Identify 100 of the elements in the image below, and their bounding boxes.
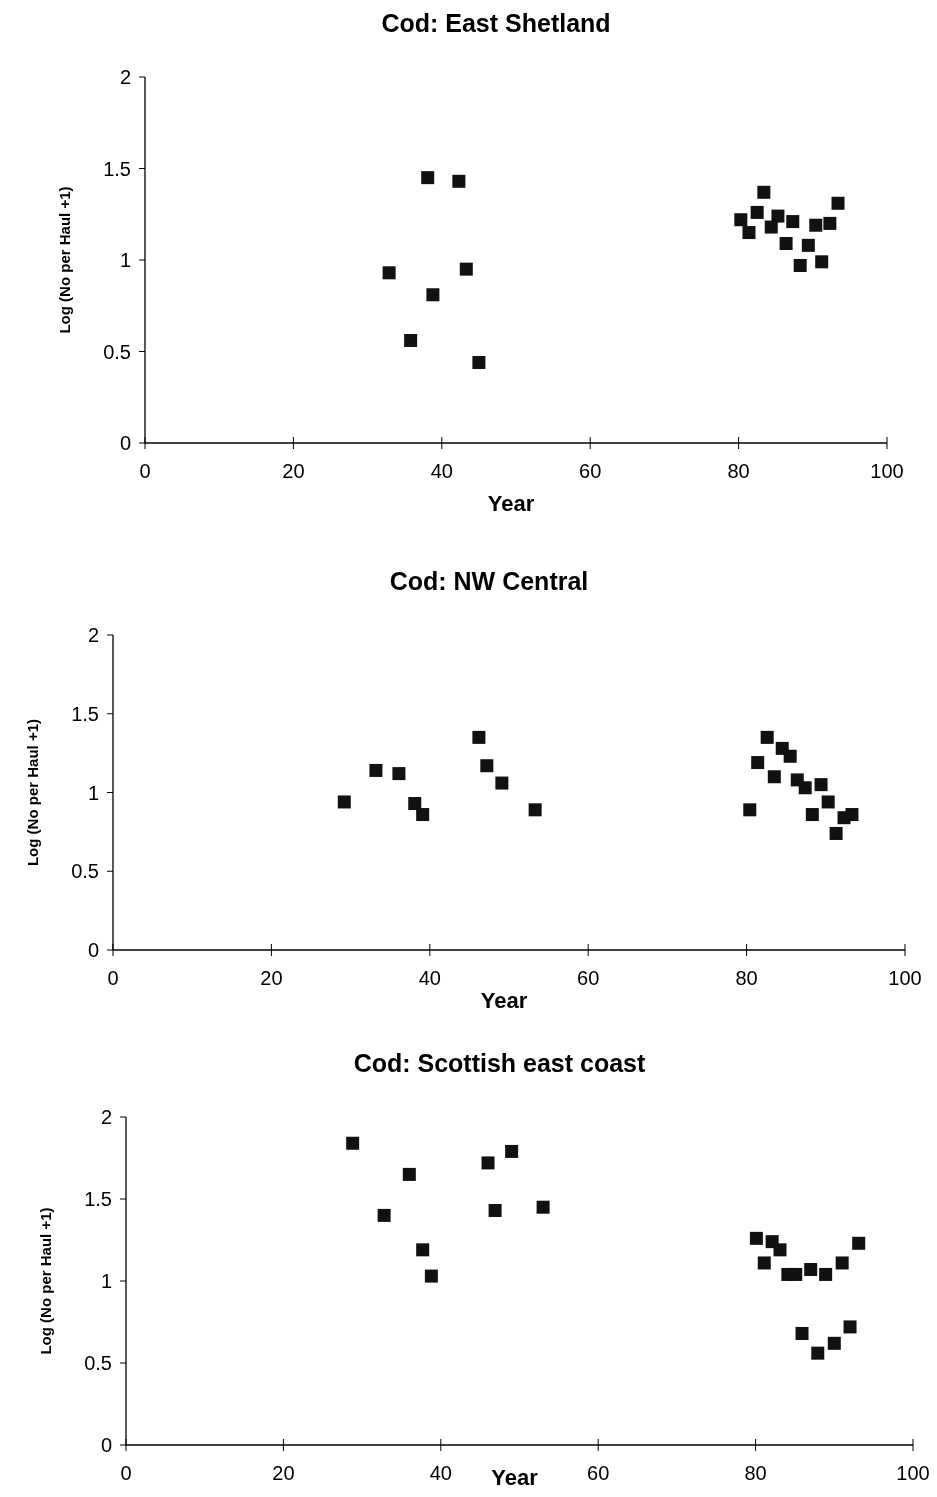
point bbox=[402, 1167, 416, 1181]
y-tick-label: 1.5 bbox=[103, 157, 131, 180]
point bbox=[459, 262, 473, 276]
x-tick-label: 20 bbox=[260, 967, 283, 989]
y-axis-title: Log (No per Haul +1) bbox=[37, 1207, 54, 1355]
point bbox=[480, 759, 494, 773]
point bbox=[408, 797, 422, 811]
y-axis-title: Log (No per Haul +1) bbox=[56, 186, 73, 334]
point bbox=[495, 776, 509, 790]
point bbox=[750, 205, 764, 219]
x-tick-label: 0 bbox=[139, 460, 151, 482]
x-tick-label: 20 bbox=[282, 460, 305, 482]
point bbox=[801, 238, 815, 252]
x-tick-label: 80 bbox=[735, 967, 758, 989]
point bbox=[472, 730, 486, 744]
point bbox=[528, 803, 542, 817]
point bbox=[346, 1136, 360, 1150]
point bbox=[757, 1256, 771, 1270]
point bbox=[798, 781, 812, 795]
point bbox=[734, 213, 748, 227]
x-tick-label: 100 bbox=[870, 460, 904, 482]
point bbox=[827, 1336, 841, 1350]
y-axis-title: Log (No per Haul +1) bbox=[24, 718, 41, 867]
point bbox=[773, 1243, 787, 1257]
point bbox=[767, 770, 781, 784]
y-tick-label: 1 bbox=[119, 249, 131, 271]
y-tick-label: 0 bbox=[87, 939, 99, 961]
chart-title: Cod: East Shetland bbox=[381, 9, 611, 37]
point bbox=[749, 1231, 763, 1245]
point bbox=[416, 808, 430, 822]
point bbox=[742, 226, 756, 240]
x-tick-label: 60 bbox=[579, 460, 602, 482]
x-tick-label: 40 bbox=[430, 460, 453, 482]
point bbox=[751, 756, 765, 770]
chart-title: Cod: NW Central bbox=[389, 567, 589, 595]
point bbox=[845, 808, 859, 822]
x-axis-title: Year bbox=[480, 988, 528, 1013]
y-tick-label: 2 bbox=[100, 1106, 112, 1128]
point bbox=[757, 185, 771, 199]
point bbox=[404, 334, 418, 348]
x-axis-title: Year bbox=[487, 491, 535, 516]
x-tick-label: 40 bbox=[418, 967, 441, 989]
point bbox=[488, 1203, 502, 1217]
x-tick-label: 60 bbox=[587, 1462, 610, 1484]
x-axis-title: Year bbox=[491, 1465, 539, 1490]
point bbox=[743, 803, 757, 817]
y-tick-label: 1 bbox=[87, 781, 99, 804]
point bbox=[795, 1326, 809, 1340]
point bbox=[771, 209, 785, 223]
point bbox=[805, 808, 819, 822]
point bbox=[821, 795, 835, 809]
point bbox=[786, 215, 800, 229]
point bbox=[804, 1263, 818, 1277]
x-tick-label: 60 bbox=[577, 967, 600, 989]
point bbox=[416, 1243, 430, 1257]
y-tick-label: 1.5 bbox=[84, 1188, 112, 1210]
point bbox=[760, 730, 774, 744]
point bbox=[505, 1144, 519, 1158]
x-tick-label: 20 bbox=[272, 1462, 295, 1484]
x-tick-label: 100 bbox=[896, 1462, 930, 1484]
x-tick-label: 80 bbox=[727, 460, 750, 482]
point bbox=[789, 1267, 803, 1281]
point bbox=[809, 218, 823, 232]
point bbox=[472, 355, 486, 369]
point bbox=[823, 216, 837, 230]
point bbox=[811, 1346, 825, 1360]
point bbox=[764, 220, 778, 234]
point bbox=[424, 1269, 438, 1283]
y-tick-label: 0 bbox=[119, 432, 131, 454]
point bbox=[835, 1256, 849, 1270]
x-tick-label: 80 bbox=[744, 1462, 767, 1484]
x-tick-label: 40 bbox=[429, 1462, 452, 1484]
point bbox=[819, 1267, 833, 1281]
point bbox=[481, 1156, 495, 1170]
point bbox=[831, 196, 845, 210]
y-tick-label: 0.5 bbox=[103, 340, 131, 363]
point bbox=[392, 767, 406, 781]
y-tick-label: 0 bbox=[100, 1434, 112, 1456]
point bbox=[779, 237, 793, 251]
point bbox=[843, 1320, 857, 1334]
point bbox=[783, 749, 797, 763]
y-tick-label: 2 bbox=[87, 624, 99, 646]
chart-title: Cod: Scottish east coast bbox=[353, 1049, 647, 1077]
point bbox=[377, 1208, 391, 1222]
point bbox=[829, 826, 843, 840]
y-tick-label: 1 bbox=[100, 1270, 112, 1292]
y-tick-label: 2 bbox=[119, 66, 131, 88]
x-tick-label: 100 bbox=[888, 967, 922, 989]
point bbox=[369, 763, 383, 777]
point bbox=[452, 174, 466, 188]
point bbox=[382, 266, 396, 280]
point bbox=[814, 778, 828, 792]
point bbox=[426, 288, 440, 302]
y-tick-label: 1.5 bbox=[71, 702, 99, 725]
point bbox=[852, 1236, 866, 1250]
point bbox=[337, 795, 351, 809]
point bbox=[815, 255, 829, 269]
y-tick-label: 0.5 bbox=[84, 1352, 112, 1374]
point bbox=[421, 171, 435, 185]
point bbox=[536, 1200, 550, 1214]
